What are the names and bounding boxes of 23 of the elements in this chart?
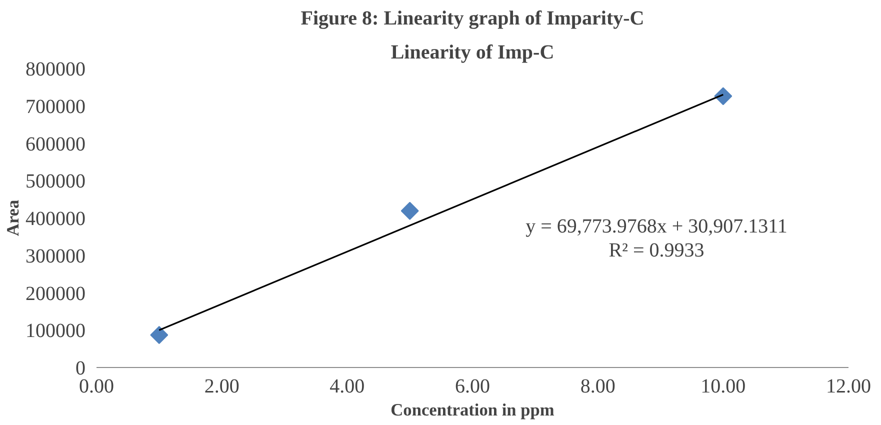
y-tick-label: 600000 [26,133,86,156]
y-tick-label: 500000 [26,170,86,193]
y-tick-label: 400000 [26,208,86,230]
x-tick-label: 12.00 [826,376,871,398]
annotation: y = 69,773.9768x + 30,907.1311 [526,216,788,238]
x-tick-label: 10.00 [700,376,746,398]
y-tick-label: 300000 [26,245,86,268]
x-tick-label: 4.00 [330,376,365,398]
x-tick-label: 2.00 [204,376,240,398]
y-axis-title: Area [4,200,22,236]
x-tick-label: 8.00 [580,376,616,398]
chart-title: Figure 8: Linearity graph of Imparity-C [300,8,644,30]
point [400,202,419,220]
x-tick-label: 6.00 [455,376,490,398]
annotation: R² = 0.9933 [608,240,704,262]
y-tick-label: 700000 [26,96,86,118]
y-tick-label: 800000 [26,58,86,80]
chart-subtitle: Linearity of Imp-C [390,42,554,64]
y-tick-label: 100000 [26,320,86,342]
point [714,87,732,106]
y-tick-label: 200000 [26,282,86,305]
point [150,326,168,344]
x-axis-title: Concentration in ppm [390,400,555,420]
